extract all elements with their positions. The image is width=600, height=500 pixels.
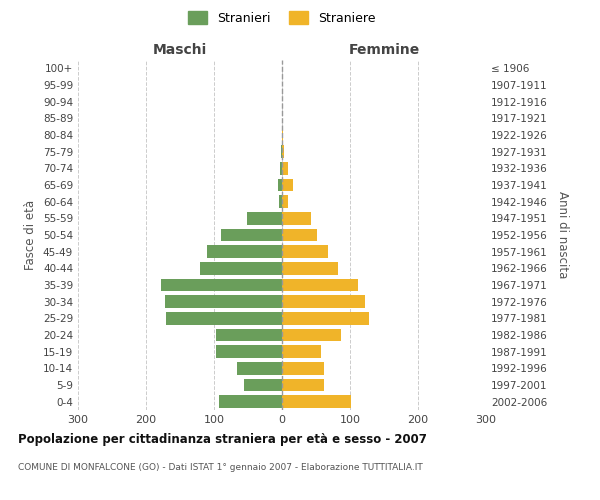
Y-axis label: Anni di nascita: Anni di nascita [556, 192, 569, 278]
Bar [282, 262, 338, 274]
Bar [282, 229, 317, 241]
Bar [220, 396, 282, 408]
Bar [278, 179, 282, 192]
Y-axis label: Fasce di età: Fasce di età [25, 200, 37, 270]
Text: Popolazione per cittadinanza straniera per età e sesso - 2007: Popolazione per cittadinanza straniera p… [18, 432, 427, 446]
Bar [161, 279, 282, 291]
Bar [282, 396, 352, 408]
Bar [282, 196, 288, 208]
Bar [282, 162, 288, 174]
Text: Maschi: Maschi [153, 44, 207, 58]
Bar [207, 246, 282, 258]
Bar [282, 246, 328, 258]
Bar [237, 362, 282, 374]
Legend: Stranieri, Straniere: Stranieri, Straniere [184, 6, 380, 30]
Bar [200, 262, 282, 274]
Bar [282, 329, 341, 341]
Bar [282, 379, 324, 391]
Bar [282, 346, 321, 358]
Bar [279, 196, 282, 208]
Bar [282, 179, 293, 192]
Text: Femmine: Femmine [349, 44, 419, 58]
Bar [282, 129, 283, 141]
Bar [280, 162, 282, 174]
Bar [216, 346, 282, 358]
Bar [282, 362, 324, 374]
Bar [282, 296, 365, 308]
Bar [221, 229, 282, 241]
Text: COMUNE DI MONFALCONE (GO) - Dati ISTAT 1° gennaio 2007 - Elaborazione TUTTITALIA: COMUNE DI MONFALCONE (GO) - Dati ISTAT 1… [18, 462, 423, 471]
Bar [282, 146, 284, 158]
Bar [281, 146, 282, 158]
Bar [282, 279, 358, 291]
Bar [165, 296, 282, 308]
Bar [166, 312, 282, 324]
Bar [247, 212, 282, 224]
Bar [244, 379, 282, 391]
Bar [282, 212, 311, 224]
Bar [282, 312, 369, 324]
Bar [216, 329, 282, 341]
